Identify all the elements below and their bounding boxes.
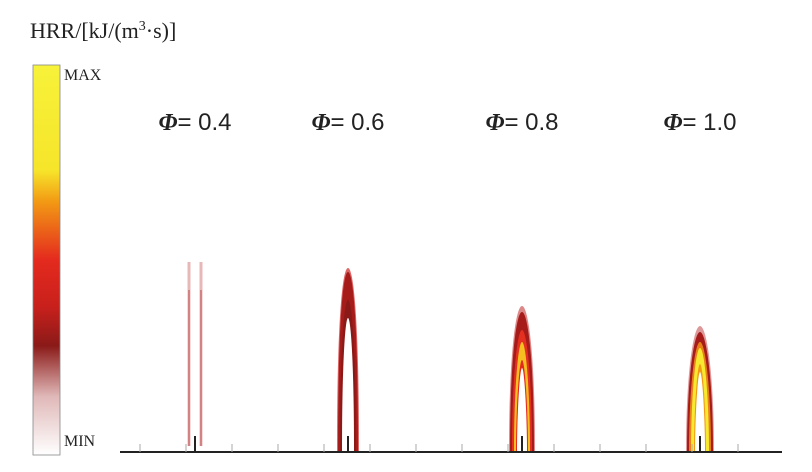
phi-symbol: Φ: [159, 110, 178, 136]
flame-layer: [517, 368, 527, 451]
title-base: HRR/[kJ/(m: [30, 18, 139, 43]
colorbar-min-label: MIN: [64, 433, 96, 450]
phi-value: = 1.0: [682, 109, 736, 136]
flame-layer: [342, 318, 354, 451]
panel-label: Φ= 0.6: [312, 109, 385, 136]
phi-symbol: Φ: [664, 110, 683, 136]
panel-label: Φ= 1.0: [664, 109, 737, 136]
phi-symbol: Φ: [486, 110, 505, 136]
panel-label: Φ= 0.8: [486, 109, 559, 136]
phi-value: = 0.4: [177, 109, 231, 136]
title: HRR/[kJ/(m3·s)]: [30, 18, 176, 43]
phi-value: = 0.6: [330, 109, 384, 136]
title-superscript: 3: [139, 19, 146, 34]
panel-label: Φ= 0.4: [159, 109, 232, 136]
phi-value: = 0.8: [504, 109, 558, 136]
phi-symbol: Φ: [312, 110, 331, 136]
panels: Φ= 0.4 Φ= 0.6 Φ= 0.8 Φ= 1.0: [159, 109, 737, 452]
title-rest: ·s)]: [146, 18, 177, 43]
flame-layer: [695, 372, 705, 451]
colorbar-max-label: MAX: [64, 67, 102, 84]
colorbar: [32, 64, 61, 456]
